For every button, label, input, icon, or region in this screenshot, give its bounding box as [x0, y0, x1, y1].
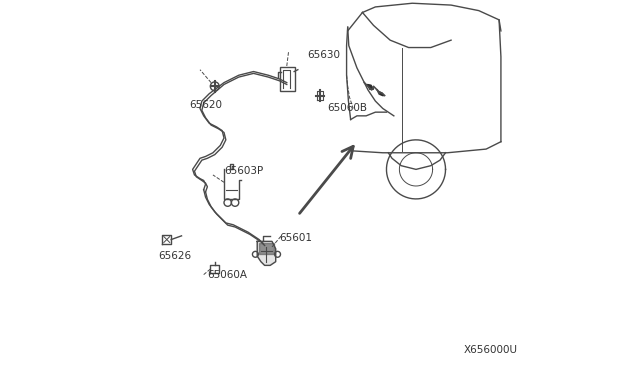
Polygon shape	[257, 241, 276, 265]
FancyBboxPatch shape	[280, 67, 295, 91]
Text: X656000U: X656000U	[463, 345, 517, 355]
Text: 65620: 65620	[189, 100, 222, 110]
Text: 65603P: 65603P	[224, 166, 263, 176]
Text: 65630: 65630	[307, 50, 340, 60]
Polygon shape	[367, 84, 374, 89]
Text: 65601: 65601	[280, 233, 312, 243]
Text: 65060B: 65060B	[328, 103, 367, 113]
Text: 65060A: 65060A	[207, 270, 248, 280]
Polygon shape	[378, 92, 383, 96]
Polygon shape	[259, 243, 274, 254]
Text: 65626: 65626	[158, 251, 191, 261]
